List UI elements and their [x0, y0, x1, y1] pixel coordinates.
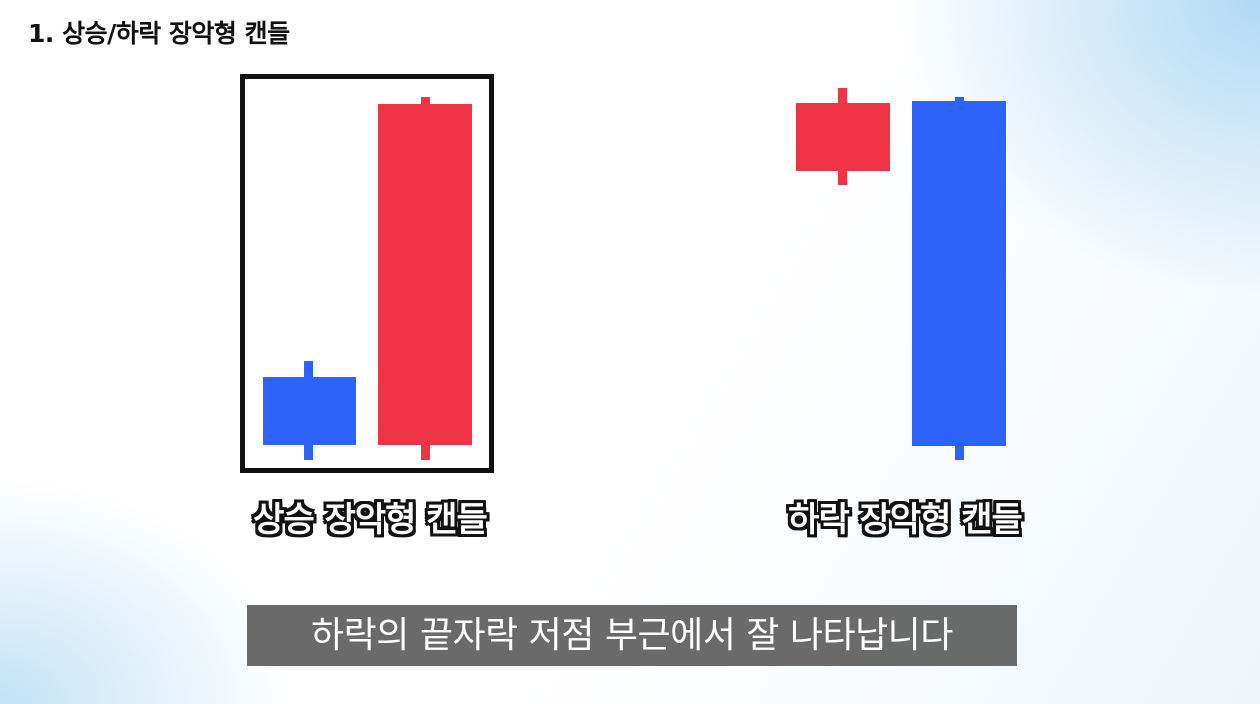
- bearish-engulfing-caption: 하락 장악형 캔들: [788, 500, 1023, 540]
- page-title: 1. 상승/하락 장악형 캔들: [28, 19, 290, 48]
- video-subtitle: 하락의 끝자락 저점 부근에서 잘 나타납니다: [247, 605, 1017, 666]
- bullish-engulfing-caption: 상승 장악형 캔들: [253, 500, 488, 540]
- highlight-frame: [240, 74, 494, 473]
- candle-body: [263, 377, 356, 445]
- candle-body: [912, 101, 1006, 446]
- candle-body: [378, 104, 472, 445]
- candle-body: [796, 103, 890, 171]
